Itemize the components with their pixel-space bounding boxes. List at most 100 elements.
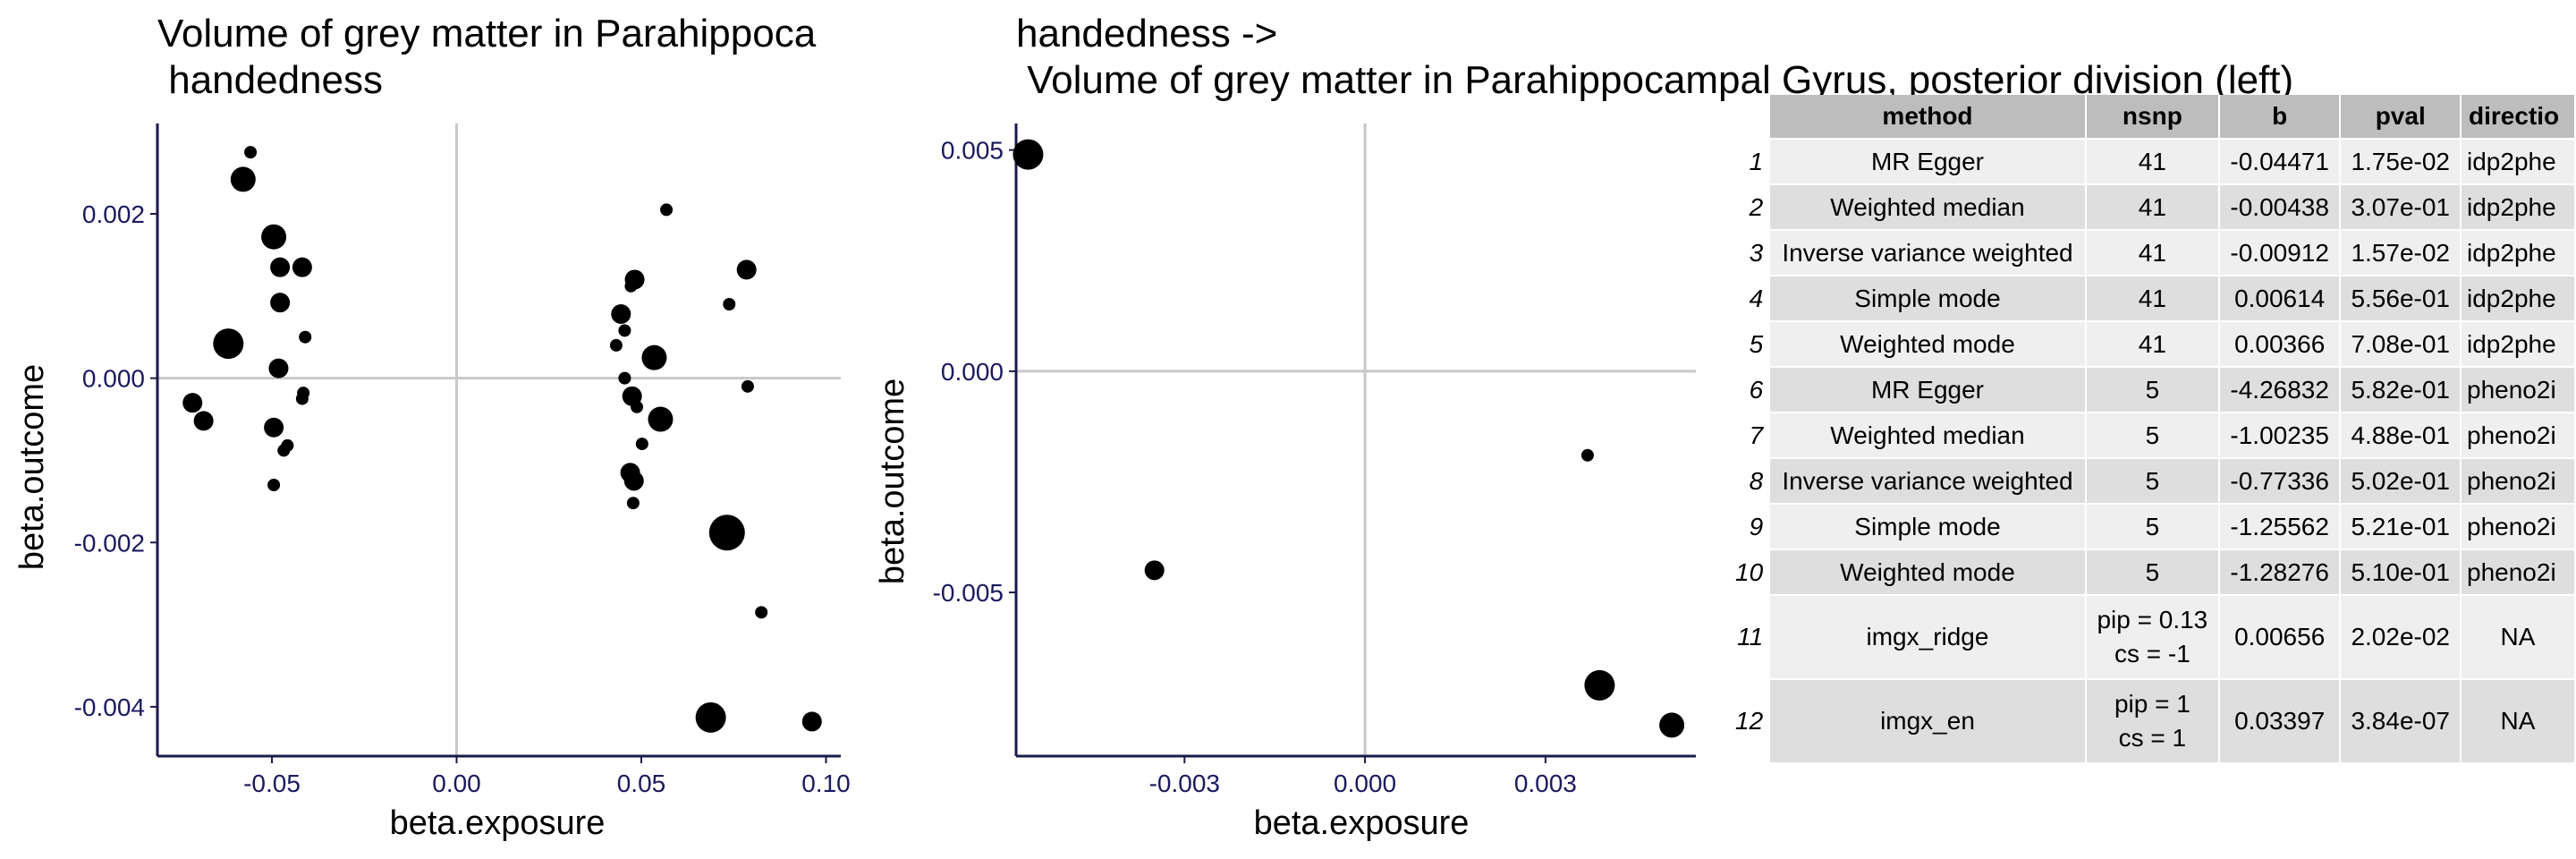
left-x-tick-label: 0.05 xyxy=(617,770,666,797)
table-row: 8 Inverse variance weighted 5 -0.77336 5.02e… xyxy=(1730,457,2576,503)
table-cell-direction: pheno2i xyxy=(2462,549,2576,594)
left-y-tick-label: 0.002 xyxy=(82,200,145,228)
table-header-method: method xyxy=(1770,95,2087,138)
left-data-point xyxy=(299,330,312,344)
table-row: 11 imgx_ridge pip = 0.13 cs = -1 0.00656 2.02… xyxy=(1730,594,2576,678)
table-cell-rowid: 5 xyxy=(1730,320,1771,366)
left-data-point xyxy=(230,166,256,192)
table-cell-pval: 5.56e-01 xyxy=(2341,275,2462,320)
table-cell-nsnp: 5 xyxy=(2086,366,2220,412)
table-cell-rowid: 10 xyxy=(1730,549,1771,594)
left-data-point xyxy=(609,338,623,352)
table-cell-b: -1.00235 xyxy=(2219,412,2342,457)
table-cell-nsnp: 41 xyxy=(2086,229,2220,275)
table-cell-rowid: 4 xyxy=(1730,275,1771,320)
right-x-tick-label: 0.003 xyxy=(1514,770,1577,797)
left-data-point xyxy=(623,471,644,491)
table-cell-pval: 5.10e-01 xyxy=(2341,549,2462,594)
left-data-point xyxy=(741,379,754,393)
table-cell-nsnp: 5 xyxy=(2086,457,2220,503)
table-cell-b: 0.00614 xyxy=(2219,275,2342,320)
table-cell-rowid: 6 xyxy=(1730,366,1771,412)
table-header-row: method nsnp b pval directio xyxy=(1730,95,2576,138)
table-cell-method: Weighted median xyxy=(1770,412,2087,457)
right-x-axis-title: beta.exposure xyxy=(1254,804,1470,842)
left-data-point xyxy=(641,344,667,370)
left-x-axis-title: beta.exposure xyxy=(390,804,606,842)
table-cell-direction: pheno2i xyxy=(2462,457,2576,503)
table-cell-direction: idp2phe xyxy=(2462,229,2576,275)
table-cell-method: Weighted median xyxy=(1770,183,2087,229)
mr-results-table: method nsnp b pval directio 1 MR Egger 41-… xyxy=(1730,95,2576,762)
table-cell-method: Inverse variance weighted xyxy=(1770,229,2087,275)
left-y-tick-label: 0.000 xyxy=(82,365,145,393)
table-cell-b: -0.04471 xyxy=(2219,138,2342,183)
table-cell-direction: idp2phe xyxy=(2462,183,2576,229)
table-cell-rowid: 8 xyxy=(1730,457,1771,503)
right-y-tick-label: 0.000 xyxy=(941,358,1004,386)
right-y-axis-title: beta.outcome xyxy=(874,378,911,584)
table-header-rowid xyxy=(1730,95,1771,138)
table-cell-nsnp: pip = 1 cs = 1 xyxy=(2086,678,2220,762)
left-data-point xyxy=(264,417,284,438)
table-cell-nsnp: 5 xyxy=(2086,549,2220,594)
table-header-nsnp: nsnp xyxy=(2086,95,2220,138)
table-cell-b: 0.03397 xyxy=(2219,678,2342,762)
table-cell-b: -0.00438 xyxy=(2219,183,2342,229)
table-cell-direction: idp2phe xyxy=(2462,320,2576,366)
left-x-tick-label: 0.10 xyxy=(801,770,851,797)
table-row: 4 Simple mode 41 0.00614 5.56e-01 idp2phe xyxy=(1730,275,2576,320)
table-cell-direction: idp2phe xyxy=(2462,138,2576,183)
table-cell-rowid: 2 xyxy=(1730,183,1771,229)
right-plot-area: -0.003 0.000 0.003 0.005 0.000 -0.005 xyxy=(933,123,1696,797)
left-data-point xyxy=(270,257,291,277)
table-cell-b: -1.28276 xyxy=(2219,549,2342,594)
table-row: 1 MR Egger 41 -0.04471 1.75e-02 idp2phe xyxy=(1730,138,2576,183)
table-cell-nsnp: 5 xyxy=(2086,503,2220,549)
table-body: 1 MR Egger 41 -0.04471 1.75e-02 idp2phe 2 Weigh… xyxy=(1730,138,2576,762)
table-cell-direction: pheno2i xyxy=(2462,366,2576,412)
table-cell-pval: 1.75e-02 xyxy=(2341,138,2462,183)
table-cell-pval: 5.21e-01 xyxy=(2341,503,2462,549)
table-header-pval: pval xyxy=(2341,95,2462,138)
table-cell-nsnp-line: pip = 1 xyxy=(2114,690,2190,718)
table-cell-direction: pheno2i xyxy=(2462,412,2576,457)
table-cell-method: imgx_ridge xyxy=(1770,594,2087,678)
left-y-axis-title: beta.outcome xyxy=(13,364,51,570)
left-data-point xyxy=(648,406,674,432)
right-x-tick-label: 0.000 xyxy=(1334,770,1396,797)
table-cell-pval: 7.08e-01 xyxy=(2341,320,2462,366)
table-cell-b: -1.25562 xyxy=(2219,503,2342,549)
right-scatter-plot: handedness -> Volume of grey matter in P… xyxy=(874,12,2293,842)
table-cell-method: Weighted mode xyxy=(1770,320,2087,366)
table-cell-method: MR Egger xyxy=(1770,366,2087,412)
table-cell-b: -4.26832 xyxy=(2219,366,2342,412)
left-data-point xyxy=(708,515,745,551)
table-cell-method: Weighted mode xyxy=(1770,549,2087,594)
left-data-point xyxy=(631,400,644,413)
table-cell-nsnp: pip = 0.13 cs = -1 xyxy=(2086,594,2220,678)
right-data-point xyxy=(1659,712,1685,738)
left-data-point xyxy=(801,711,822,732)
table-cell-direction: NA xyxy=(2462,678,2576,762)
left-data-point xyxy=(213,328,244,360)
left-data-point xyxy=(295,392,309,405)
left-scatter-plot: Volume of grey matter in Parahippoca han… xyxy=(13,12,851,842)
left-x-tick-label: -0.05 xyxy=(243,770,301,797)
table-cell-pval: 5.82e-01 xyxy=(2341,366,2462,412)
left-data-point xyxy=(660,203,674,217)
left-data-point xyxy=(292,257,312,277)
right-data-point xyxy=(1144,560,1165,581)
table-cell-direction: NA xyxy=(2462,594,2576,678)
table-cell-direction: idp2phe xyxy=(2462,275,2576,320)
right-data-point xyxy=(1580,448,1594,462)
table-cell-b: -0.77336 xyxy=(2219,457,2342,503)
left-data-point xyxy=(723,298,736,310)
table-cell-pval: 4.88e-01 xyxy=(2341,412,2462,457)
left-y-tick-label: -0.004 xyxy=(74,693,145,721)
left-data-point xyxy=(624,279,638,293)
left-plot-area: -0.05 0.00 0.05 0.10 0.002 0.000 -0.002 -0.004 xyxy=(74,123,851,797)
table-cell-pval: 3.84e-07 xyxy=(2341,678,2462,762)
left-data-point xyxy=(611,304,631,325)
